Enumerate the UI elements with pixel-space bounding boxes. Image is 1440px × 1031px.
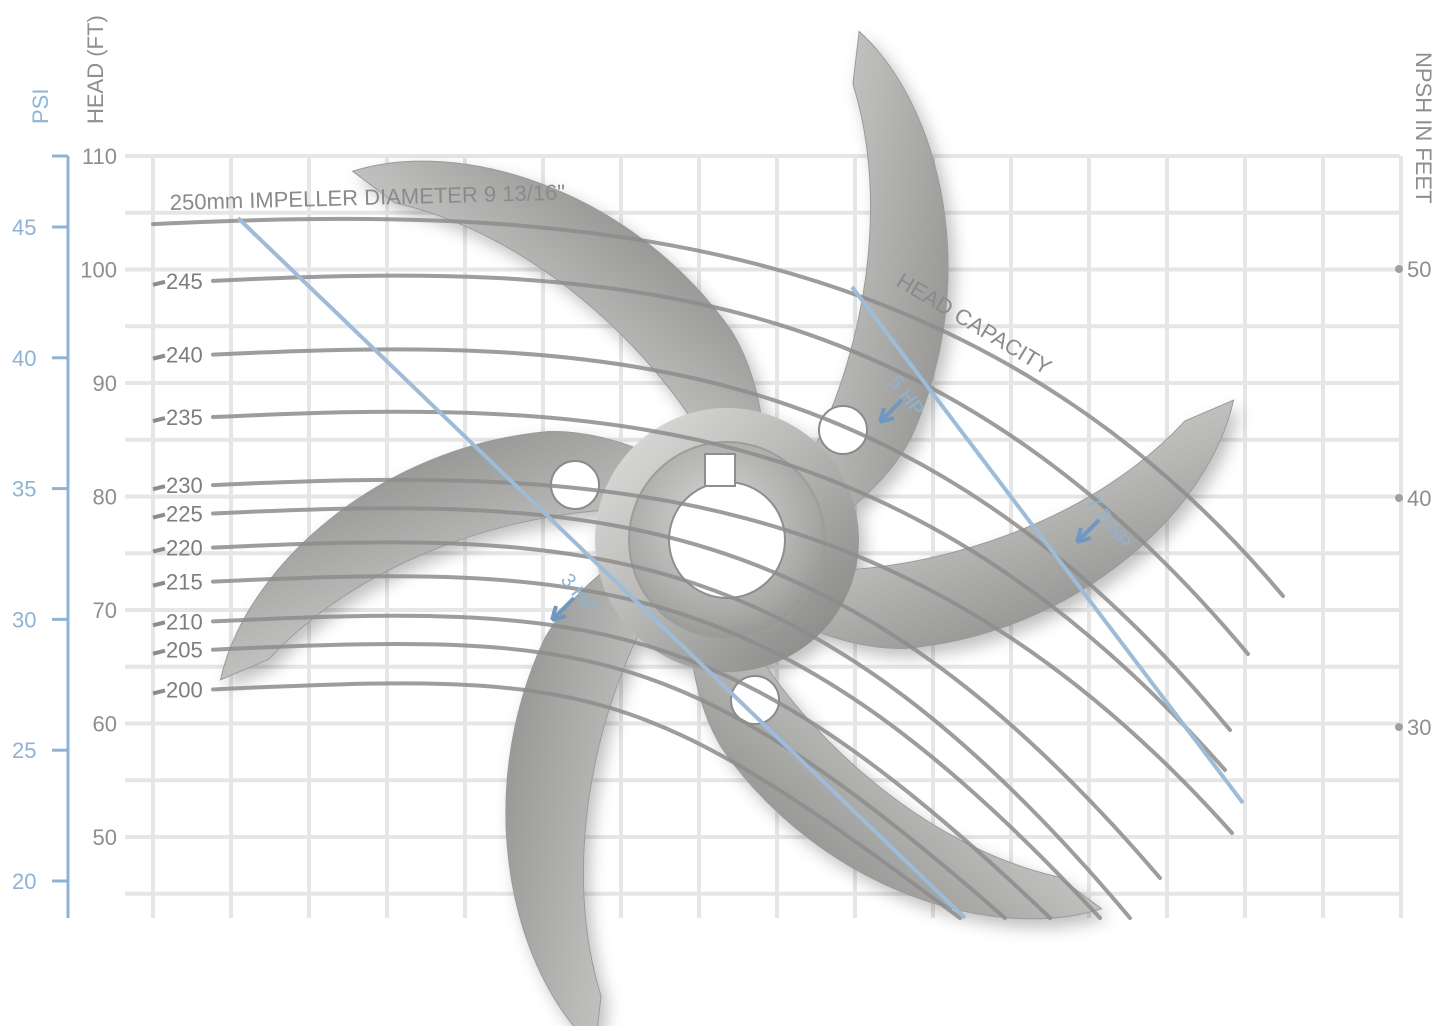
impeller-curve	[211, 641, 1007, 920]
impeller-blade	[687, 626, 1103, 920]
impeller-curve	[211, 409, 1227, 772]
head-tick-label: 50	[93, 825, 117, 850]
curve-label: 215	[166, 570, 203, 595]
impeller-hole	[818, 405, 868, 455]
psi-tick-label: 40	[12, 346, 36, 371]
curve-label-tick	[152, 353, 166, 361]
head-tick-label: 90	[93, 371, 117, 396]
npsh-tick-label: 50	[1407, 257, 1431, 282]
psi-tick-label: 20	[12, 869, 36, 894]
curve-label: 240	[166, 343, 203, 368]
impeller-curve	[211, 613, 1052, 920]
head-tick-label: 80	[93, 485, 117, 510]
curve-label: 235	[166, 405, 203, 430]
curve-label-tick	[152, 416, 166, 423]
power-line-arrow	[878, 398, 904, 424]
npsh-tick	[1395, 265, 1403, 273]
impeller-curve	[211, 574, 1102, 920]
impeller-image	[219, 30, 1235, 1031]
psi-tick-label: 30	[12, 607, 36, 632]
psi-tick-label: 45	[12, 215, 36, 240]
chart-axes: 45 40 35 30 25 20 110 100 90 80 70 60 50 50 40 30	[12, 144, 1431, 918]
curve-label-tick	[152, 580, 166, 588]
impeller-keyway	[704, 453, 736, 487]
curve-label-tick	[152, 546, 166, 554]
curve-label: 210	[166, 609, 203, 634]
curve-label-tick	[152, 620, 166, 628]
curve-label-tick	[152, 688, 166, 696]
impeller-blade	[351, 160, 767, 454]
curve-label: 220	[166, 536, 203, 561]
npsh-axis-label: NPSH IN FEET	[1411, 52, 1436, 204]
power-line	[850, 285, 1245, 805]
power-line	[236, 216, 967, 920]
curve-label-tick	[152, 484, 166, 492]
npsh-tick-label: 30	[1407, 715, 1431, 740]
psi-axis-label: PSI	[28, 89, 53, 124]
impeller-curve	[211, 681, 962, 920]
curve-label-tick	[152, 512, 166, 520]
npsh-tick	[1395, 723, 1403, 731]
impeller-curve	[211, 477, 1234, 835]
curve-label: 205	[166, 638, 203, 663]
npsh-tick-label: 40	[1407, 486, 1431, 511]
power-line-arrow	[1075, 518, 1101, 544]
impeller-curve	[151, 216, 1285, 598]
impeller-curve	[211, 540, 1132, 920]
curve-label-tick	[152, 648, 166, 656]
head-axis-label: HEAD (FT)	[83, 15, 108, 124]
curve-label: 200	[166, 677, 203, 702]
head-tick-label: 110	[82, 144, 117, 169]
head-tick-label: 70	[93, 598, 117, 623]
head-tick-label: 60	[93, 712, 117, 737]
psi-tick-label: 35	[12, 477, 36, 502]
impeller-hole	[730, 675, 780, 725]
psi-tick-label: 25	[12, 738, 36, 763]
impeller-curve	[211, 273, 1250, 656]
head-tick-label: 100	[80, 258, 117, 283]
curve-label: 225	[166, 502, 203, 527]
curve-label-tick	[152, 279, 166, 287]
impeller-curve	[211, 506, 1162, 880]
curve-label: 230	[166, 473, 203, 498]
npsh-tick	[1395, 494, 1403, 502]
curve-label: 245	[166, 269, 203, 294]
power-line-arrow	[550, 596, 576, 622]
